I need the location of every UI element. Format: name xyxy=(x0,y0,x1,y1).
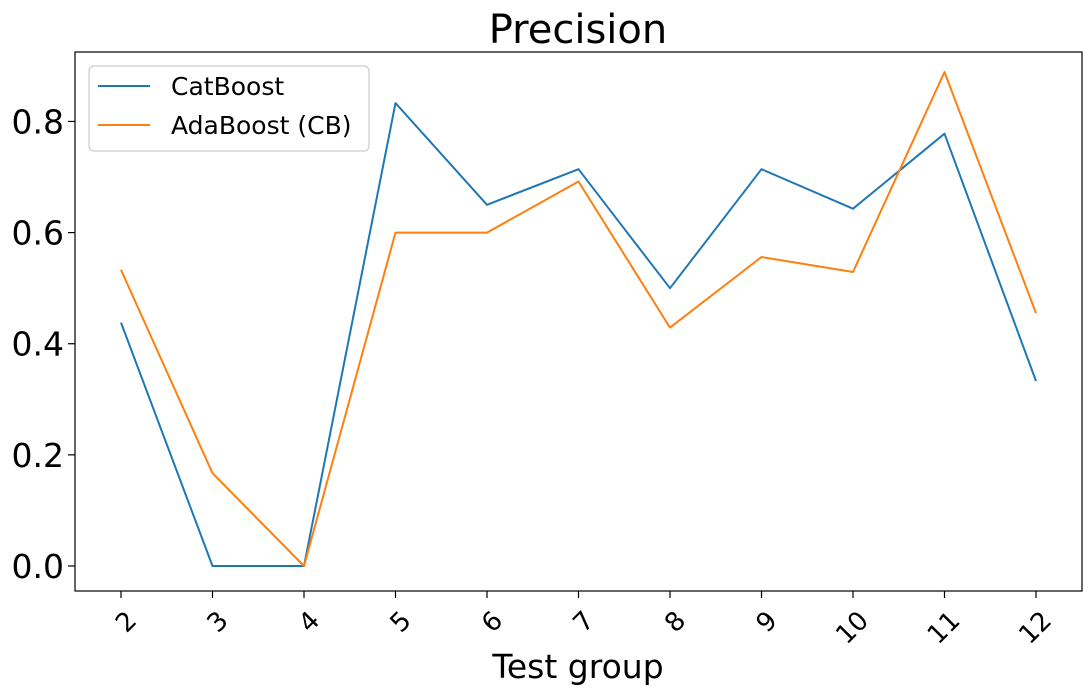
y-tick-label: 0.4 xyxy=(12,325,64,364)
x-tick-label: 6 xyxy=(476,606,509,639)
x-tick-label: 4 xyxy=(293,606,326,639)
x-tick-label: 7 xyxy=(568,606,601,639)
legend-label: CatBoost xyxy=(171,72,284,101)
x-axis: 2 3 4 5 6 7 8 9 10 11 12 xyxy=(110,591,1058,650)
series-line-adaboost-cb xyxy=(120,71,1037,567)
legend: CatBoost AdaBoost (CB) xyxy=(88,65,370,152)
x-tick-label: 11 xyxy=(922,606,967,651)
y-tick-label: 0.6 xyxy=(12,214,64,253)
legend-box xyxy=(88,65,370,152)
legend-label: AdaBoost (CB) xyxy=(171,111,351,140)
chart-title: Precision xyxy=(489,7,667,53)
x-tick-label: 9 xyxy=(751,606,784,639)
y-tick-label: 0.2 xyxy=(12,436,64,475)
x-axis-label: Test group xyxy=(491,647,663,686)
series-line-catboost xyxy=(120,102,1037,567)
series-layer xyxy=(120,71,1037,567)
y-tick-label: 0.8 xyxy=(12,102,64,141)
x-tick-label: 10 xyxy=(830,606,875,651)
x-tick-label: 5 xyxy=(385,606,418,639)
x-tick-label: 8 xyxy=(659,606,692,639)
x-tick-label: 12 xyxy=(1013,606,1058,651)
x-tick-label: 3 xyxy=(202,606,235,639)
y-axis: 0.0 0.2 0.4 0.6 0.8 xyxy=(12,102,75,586)
x-tick-label: 2 xyxy=(110,606,143,639)
y-tick-label: 0.0 xyxy=(12,547,64,586)
